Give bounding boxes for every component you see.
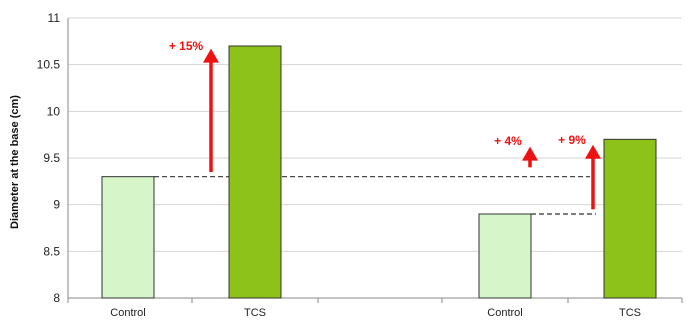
bar xyxy=(228,45,282,299)
annotation-arrow-head xyxy=(585,144,601,159)
y-tick-label: 8 xyxy=(53,291,60,305)
annotation-label: + 15% xyxy=(169,39,204,53)
bars xyxy=(101,45,657,299)
bar xyxy=(101,176,155,299)
annotations: + 15% + 4% + 9% xyxy=(169,39,601,210)
bar xyxy=(478,213,532,299)
gridlines xyxy=(68,17,682,299)
y-tick-label: 11 xyxy=(48,11,61,25)
axes xyxy=(67,18,683,303)
y-tick-label: 9.5 xyxy=(43,151,60,165)
y-axis-label: Diameter at the base (cm) xyxy=(9,95,21,229)
annotation-label: + 4% xyxy=(494,134,522,148)
annotation-arrow-head xyxy=(203,48,219,63)
x-tick-label: TCS xyxy=(619,307,641,319)
y-tick-label: 10.5 xyxy=(37,58,61,72)
x-tick-label: Control xyxy=(487,307,522,319)
category-labels: Control TCS Control TCS xyxy=(110,307,641,319)
y-tick-label: 9 xyxy=(53,198,60,212)
bar xyxy=(603,138,657,299)
y-tick-label: 10 xyxy=(47,104,61,118)
annotation-arrow-head xyxy=(522,146,538,161)
x-tick-label: Control xyxy=(110,307,145,319)
x-tick-label: TCS xyxy=(244,307,266,319)
y-tick-label: 8.5 xyxy=(43,244,60,258)
reference-lines xyxy=(154,176,596,215)
annotation-label: + 9% xyxy=(558,133,586,147)
y-tick-labels: 8 8.5 9 9.5 10 10.5 11 xyxy=(37,11,61,305)
